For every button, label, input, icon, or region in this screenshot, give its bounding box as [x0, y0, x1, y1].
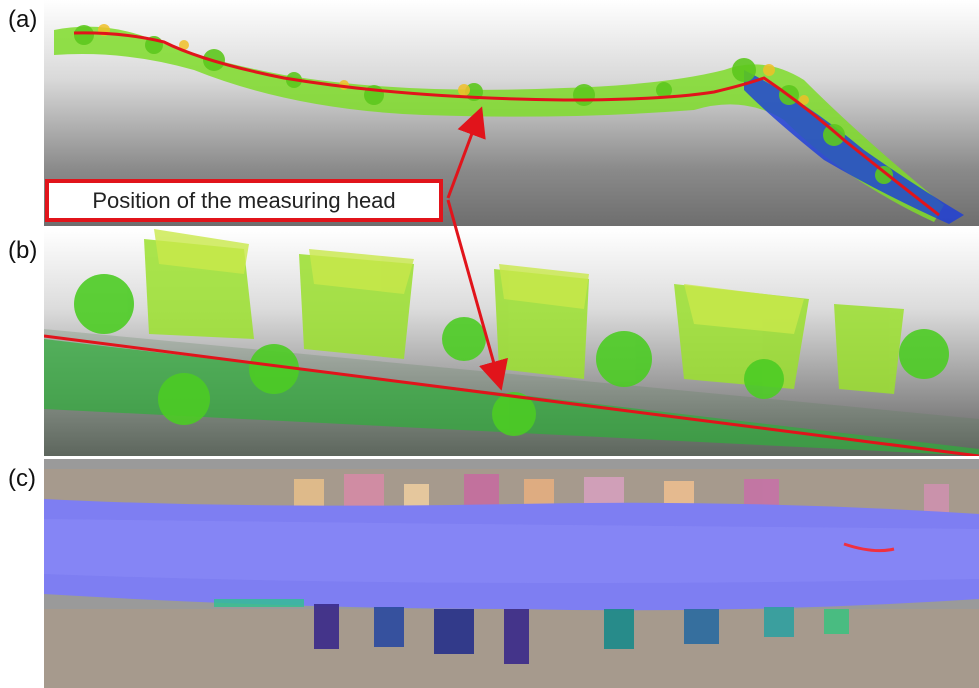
- panel-label-a: (a): [8, 6, 38, 33]
- point-cloud-overview-image: [54, 24, 964, 224]
- panel-label-c: (c): [8, 465, 36, 492]
- measuring-head-callout: Position of the measuring head: [45, 179, 443, 222]
- point-cloud-perspective-panel: [44, 229, 979, 456]
- panel-label-b: (b): [8, 237, 38, 264]
- normal-map-panorama-image: [44, 459, 979, 688]
- trajectory-line-b: [44, 334, 979, 456]
- measuring-head-callout-text: Position of the measuring head: [92, 187, 396, 213]
- trajectory-line-a: [73, 31, 940, 217]
- point-cloud-perspective-image: [44, 229, 979, 456]
- normal-map-panorama-panel: [44, 459, 979, 688]
